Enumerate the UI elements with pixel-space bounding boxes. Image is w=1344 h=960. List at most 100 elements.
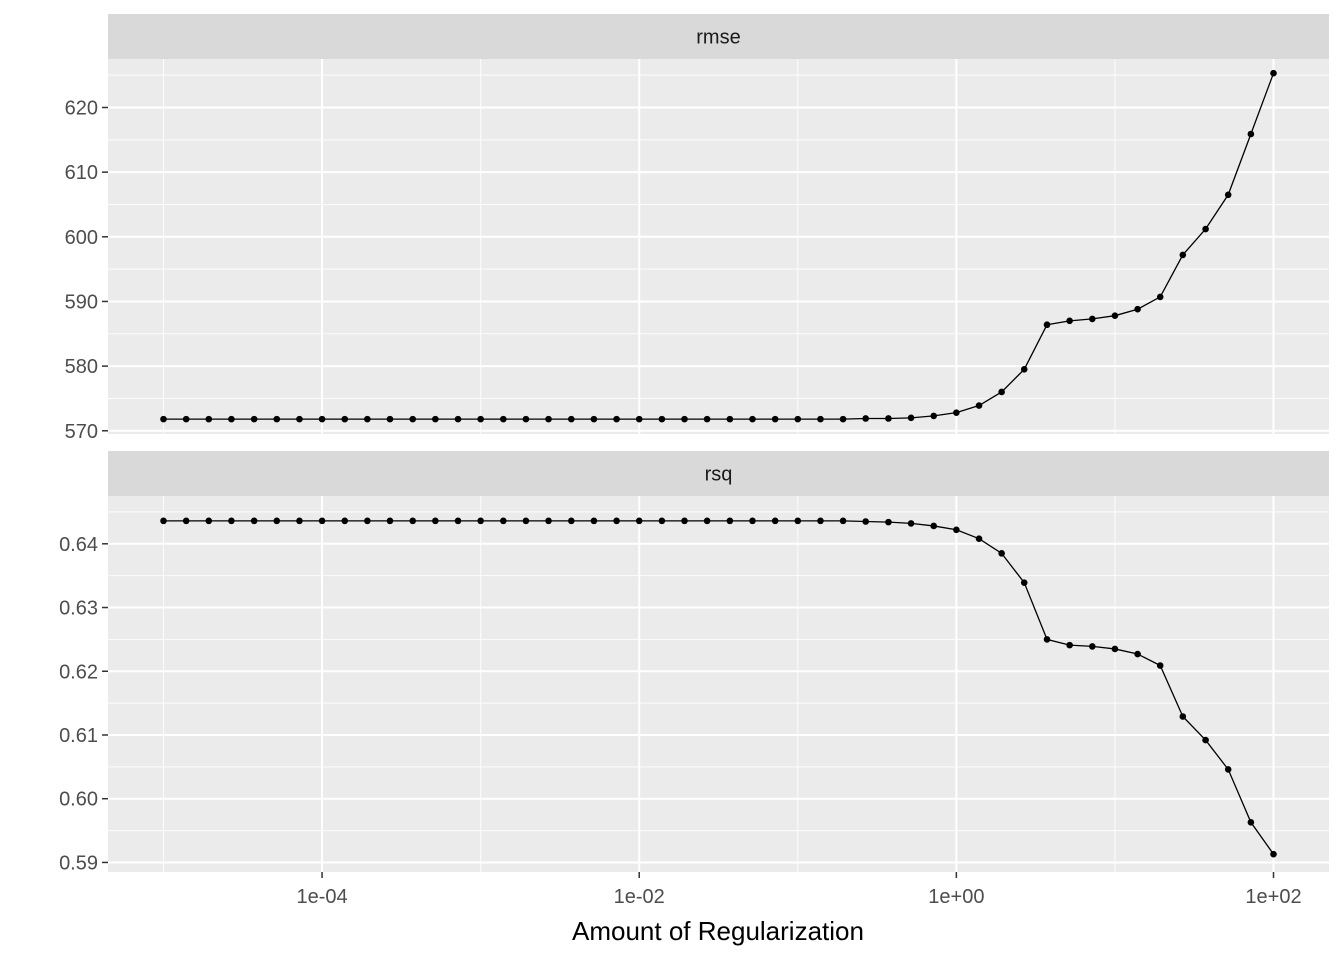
data-point — [522, 415, 530, 423]
data-point — [1020, 366, 1028, 373]
data-point — [250, 517, 258, 525]
x-axis: 1e-04 1e-02 1e+00 1e+02 — [296, 872, 1302, 908]
data-point — [1179, 251, 1187, 259]
data-point — [1156, 293, 1164, 301]
data-point — [839, 517, 847, 525]
facet-strip — [108, 14, 1329, 59]
data-point — [930, 412, 938, 420]
data-point — [635, 415, 643, 423]
data-point — [1043, 636, 1051, 643]
panel-rmse: rmse 570 580 590 600 610 620 — [65, 14, 1329, 443]
chart-panels: rmse 570 580 590 600 610 620 rsq 0.59 0.60 0.61 0.6… — [59, 14, 1329, 874]
y-tick-label: 0.64 — [59, 534, 98, 556]
data-point — [726, 517, 734, 525]
data-point — [998, 550, 1005, 557]
data-point — [273, 517, 281, 525]
data-point — [1270, 850, 1277, 858]
data-point — [228, 415, 235, 423]
data-point — [409, 415, 417, 423]
data-point — [1224, 766, 1232, 773]
data-point — [567, 415, 575, 423]
data-point — [1202, 225, 1209, 233]
data-point — [1111, 645, 1119, 653]
data-point — [454, 517, 462, 525]
data-point — [386, 415, 394, 423]
data-point — [771, 415, 779, 423]
y-tick-label: 0.59 — [59, 852, 98, 874]
data-point — [477, 415, 484, 423]
data-point — [590, 415, 598, 423]
data-point — [1224, 191, 1232, 199]
data-point — [1089, 643, 1096, 650]
y-tick-label: 570 — [65, 421, 98, 443]
data-point — [1066, 641, 1073, 649]
data-point — [1247, 818, 1255, 826]
data-point — [703, 517, 711, 525]
data-point — [477, 517, 484, 525]
data-point — [341, 517, 349, 525]
series-line-rsq — [163, 520, 1275, 855]
data-point — [907, 414, 915, 422]
data-point — [998, 388, 1005, 396]
data-point — [658, 415, 666, 423]
data-point — [341, 415, 349, 423]
data-point — [975, 535, 983, 542]
data-point — [953, 526, 960, 534]
data-point — [817, 517, 824, 525]
data-point — [794, 415, 802, 423]
data-point — [930, 522, 938, 530]
panel-rsq: rsq 0.59 0.60 0.61 0.62 0.63 0.64 — [59, 451, 1329, 874]
data-point — [296, 517, 303, 525]
data-point — [160, 415, 167, 423]
data-point — [681, 517, 688, 525]
data-point — [1111, 312, 1119, 319]
facet-strip-label: rmse — [696, 27, 740, 49]
data-point — [409, 517, 417, 525]
data-point — [635, 517, 643, 525]
data-point — [613, 415, 620, 423]
data-point — [500, 517, 507, 525]
data-point — [432, 415, 439, 423]
data-point — [885, 415, 892, 422]
y-tick-label: 620 — [65, 97, 98, 119]
data-point — [205, 415, 213, 423]
data-point — [590, 517, 598, 525]
data-point — [975, 402, 983, 409]
data-point — [862, 415, 869, 422]
data-point — [364, 415, 371, 423]
data-point — [160, 517, 167, 525]
x-tick-label: 1e-04 — [296, 886, 347, 908]
y-tick-label: 0.62 — [59, 661, 98, 683]
data-point — [907, 520, 915, 527]
data-point — [703, 415, 711, 423]
data-point — [182, 415, 190, 423]
data-point — [749, 517, 756, 525]
data-point — [1089, 315, 1096, 323]
data-point — [839, 415, 847, 423]
data-point — [1202, 736, 1209, 744]
data-point — [318, 415, 326, 423]
x-axis-title: Amount of Regularization — [572, 916, 864, 946]
data-point — [182, 517, 190, 525]
data-point — [1020, 579, 1028, 586]
data-point — [1156, 662, 1164, 669]
data-point — [1043, 321, 1051, 329]
data-point — [1134, 650, 1141, 658]
data-point — [432, 517, 439, 525]
data-point — [205, 517, 213, 525]
data-point — [386, 517, 394, 525]
data-point — [749, 415, 756, 423]
data-point — [953, 409, 960, 416]
panel-background — [108, 496, 1329, 872]
y-tick-label: 610 — [65, 162, 98, 184]
y-tick-label: 580 — [65, 356, 98, 378]
data-point — [1066, 317, 1073, 325]
y-tick-label: 590 — [65, 291, 98, 313]
data-point — [454, 415, 462, 423]
y-tick-label: 0.63 — [59, 598, 98, 620]
data-point — [250, 415, 258, 423]
data-point — [726, 415, 734, 423]
data-point — [1270, 69, 1277, 77]
facet-strip-label: rsq — [705, 464, 733, 486]
